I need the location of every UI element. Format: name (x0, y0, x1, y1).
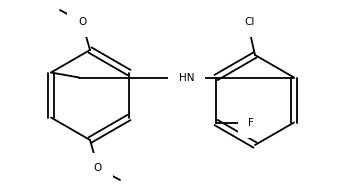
Text: O: O (94, 163, 102, 173)
Text: O: O (78, 17, 86, 27)
Text: HN: HN (179, 73, 194, 83)
Text: Cl: Cl (245, 17, 255, 27)
Text: F: F (248, 117, 254, 127)
